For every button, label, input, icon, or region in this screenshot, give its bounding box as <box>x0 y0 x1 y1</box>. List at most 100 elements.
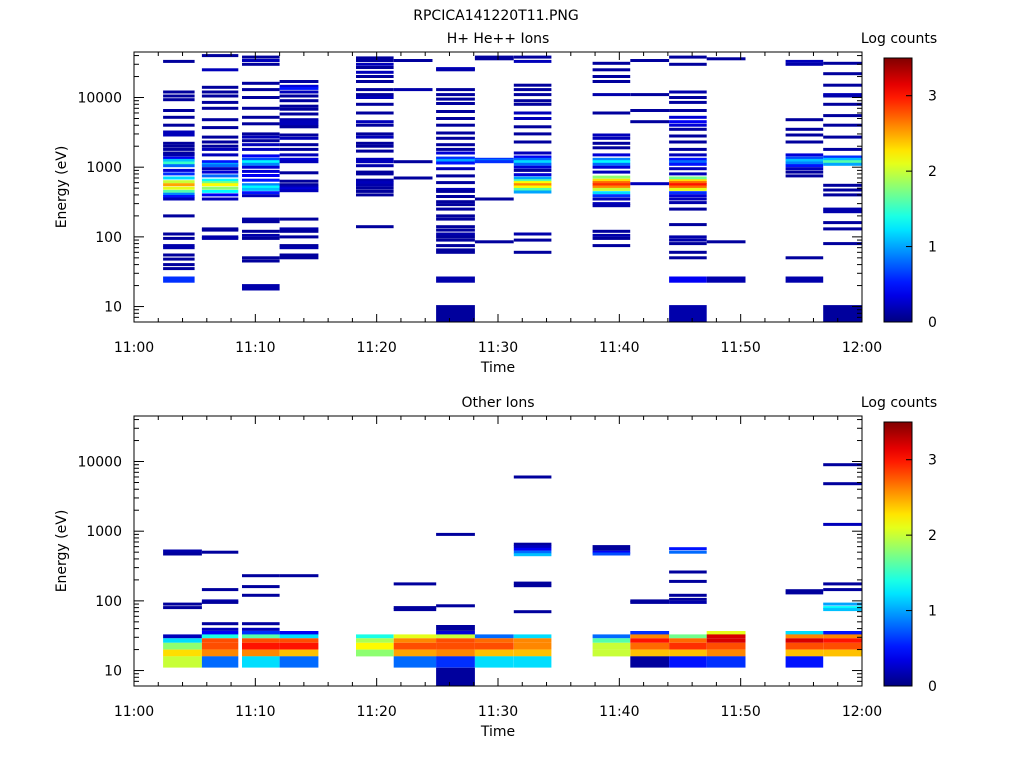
energy-band-cell <box>436 631 475 635</box>
energy-line-cell <box>823 183 862 187</box>
energy-line-cell <box>242 220 280 224</box>
energy-line-cell <box>436 93 475 97</box>
energy-line-cell <box>513 162 552 166</box>
energy-line-cell <box>163 109 195 112</box>
energy-line-cell <box>356 102 394 106</box>
energy-band-cell <box>823 634 862 639</box>
energy-line-cell <box>201 183 239 187</box>
energy-band-cell <box>436 305 475 322</box>
energy-line-cell <box>163 232 195 236</box>
energy-line-cell <box>436 156 475 160</box>
energy-line-cell <box>669 187 707 191</box>
energy-line-cell <box>242 160 280 164</box>
energy-band-cell <box>279 649 319 657</box>
energy-line-cell <box>279 143 319 147</box>
energy-band-cell <box>669 656 707 668</box>
energy-line-cell <box>785 118 824 122</box>
energy-line-cell <box>201 170 239 174</box>
energy-band-cell <box>242 634 280 639</box>
energy-line-cell <box>823 602 862 606</box>
energy-line-cell <box>163 602 202 606</box>
panel-title: H+ He++ Ions <box>447 31 550 47</box>
x-tick-label: 11:20 <box>356 340 396 356</box>
energy-line-cell <box>163 147 195 151</box>
energy-line-cell <box>436 136 475 140</box>
y-tick-label: 1000 <box>86 524 122 540</box>
energy-line-cell <box>513 173 552 177</box>
energy-line-cell <box>592 187 631 191</box>
energy-line-cell <box>436 123 475 127</box>
energy-line-cell <box>669 100 707 104</box>
energy-line-cell <box>242 174 280 177</box>
energy-line-cell <box>393 176 433 180</box>
energy-line-cell <box>436 151 475 155</box>
colorbar-tick-label: 2 <box>928 164 937 180</box>
x-tick-label: 11:30 <box>478 340 518 356</box>
energy-line-cell <box>356 181 394 185</box>
energy-line-cell <box>513 125 552 129</box>
energy-line-cell <box>669 172 707 176</box>
energy-line-cell <box>669 162 707 166</box>
y-tick-label: 100 <box>95 594 122 610</box>
energy-band-cell <box>279 634 319 639</box>
energy-band-cell <box>823 305 862 322</box>
energy-line-cell <box>163 144 195 148</box>
energy-line-cell <box>669 579 707 583</box>
energy-line-cell <box>669 550 707 554</box>
energy-line-cell <box>785 140 824 144</box>
energy-line-cell <box>279 118 319 122</box>
energy-line-cell <box>279 123 319 126</box>
energy-line-cell <box>630 600 670 604</box>
colorbar-tick-label: 1 <box>928 604 937 620</box>
energy-line-cell <box>436 207 475 211</box>
energy-band-cell <box>201 634 239 639</box>
energy-line-cell <box>279 147 319 151</box>
energy-line-cell <box>393 88 433 92</box>
energy-band-cell <box>242 642 280 650</box>
energy-line-cell <box>785 591 824 595</box>
energy-line-cell <box>242 574 280 578</box>
energy-band-cell <box>630 642 670 650</box>
energy-line-cell <box>356 56 394 60</box>
energy-line-cell <box>242 585 280 589</box>
energy-line-cell <box>436 214 475 218</box>
energy-line-cell <box>279 574 319 578</box>
energy-line-cell <box>823 463 862 467</box>
energy-line-cell <box>356 160 394 164</box>
energy-band-cell <box>279 642 319 650</box>
energy-line-cell <box>356 88 394 92</box>
energy-band-cell <box>279 656 319 668</box>
energy-line-cell <box>163 176 195 180</box>
energy-line-cell <box>630 120 670 124</box>
energy-line-cell <box>356 172 394 176</box>
energy-line-cell <box>242 88 280 92</box>
energy-line-cell <box>592 185 631 189</box>
energy-line-cell <box>669 593 707 597</box>
energy-band-cell <box>513 638 552 643</box>
energy-line-cell <box>393 582 437 586</box>
energy-line-cell <box>823 588 862 592</box>
energy-line-cell <box>201 94 239 98</box>
energy-line-cell <box>513 190 552 194</box>
energy-line-cell <box>513 140 552 144</box>
energy-line-cell <box>592 236 631 240</box>
energy-line-cell <box>279 229 319 233</box>
energy-line-cell <box>201 178 239 182</box>
energy-line-cell <box>201 186 239 190</box>
energy-band-cell <box>630 649 670 657</box>
energy-line-cell <box>513 553 552 557</box>
energy-line-cell <box>393 59 433 62</box>
energy-line-cell <box>592 146 631 150</box>
energy-line-cell <box>592 181 631 185</box>
energy-line-cell <box>513 93 552 97</box>
energy-band-cell <box>201 638 239 643</box>
energy-line-cell <box>669 191 707 195</box>
x-tick-label: 11:10 <box>235 704 275 720</box>
energy-band-cell <box>393 656 437 668</box>
energy-line-cell <box>669 176 707 180</box>
energy-line-cell <box>356 144 394 148</box>
x-tick-label: 11:00 <box>114 340 154 356</box>
energy-line-cell <box>163 94 195 98</box>
energy-line-cell <box>592 160 631 164</box>
energy-line-cell <box>356 178 394 182</box>
